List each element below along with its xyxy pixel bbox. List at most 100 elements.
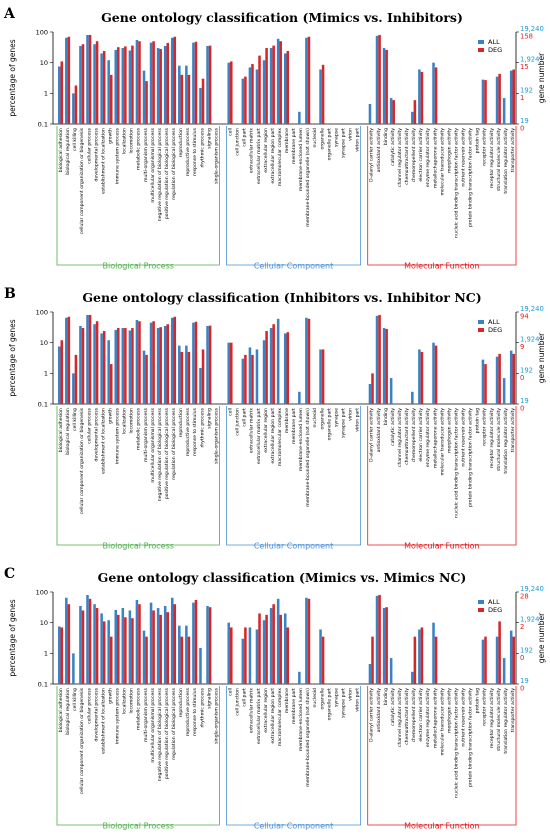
y-tick-label-right-deg: 0 (520, 125, 524, 133)
bar-all-mf-6 (411, 391, 414, 404)
category-label: localization (122, 408, 128, 434)
bar-all-cc-5 (262, 340, 266, 404)
bar-deg-bp-16 (173, 316, 177, 404)
category-label: immune system process (115, 687, 121, 744)
bar-deg-bp-4 (88, 314, 92, 404)
y-tick-label-right-all: 19,240 (520, 585, 544, 593)
category-label: protein tag (475, 408, 481, 433)
y-tick-label-right-deg: 9 (520, 343, 524, 351)
category-label: antioxidant activity (376, 408, 382, 453)
legend-swatch-deg (478, 48, 484, 52)
category-label: chemorepellent activity (411, 128, 417, 183)
bar-all-mf-0 (368, 383, 372, 404)
bar-all-mf-2 (382, 608, 386, 684)
group-bracket-cc (226, 406, 362, 546)
bar-deg-cc-7 (279, 41, 282, 125)
category-label: extracellular matrix (249, 408, 255, 453)
y-tick-label-right-all: 1,924 (520, 336, 539, 344)
bar-all-mf-1 (375, 35, 379, 125)
bar-all-cc-6 (269, 328, 273, 404)
category-label: chemoattractant activity (404, 408, 410, 465)
bar-all-bp-11 (135, 599, 139, 684)
y-tick-label-right-deg: 2 (520, 623, 524, 631)
category-label: immune system process (115, 127, 121, 184)
bar-deg-bp-17 (180, 351, 184, 404)
category-label: biological adhesion (58, 408, 64, 452)
category-label: biological regulation (65, 688, 71, 735)
bar-deg-mf-1 (378, 594, 381, 684)
bar-deg-cc-8 (286, 51, 290, 125)
bar-all-cc-7 (276, 38, 280, 124)
category-label: extracellular region (263, 688, 269, 733)
category-label: rhythmic process (199, 127, 205, 167)
bar-all-cc-8 (283, 333, 287, 404)
category-label: chemorepellent activity (411, 688, 417, 743)
bar-deg-bp-16 (173, 36, 177, 124)
bar-deg-bp-11 (138, 41, 141, 125)
bar-deg-cc-7 (279, 614, 282, 684)
category-label: extracellular region part (270, 128, 276, 184)
category-label: organelle part (326, 408, 332, 441)
category-label: single-organism process (213, 127, 219, 183)
category-label: translation regulator activity (503, 408, 509, 474)
category-label: protein tag (475, 128, 481, 153)
bar-all-cc-11 (305, 317, 308, 404)
bar-all-bp-17 (178, 65, 181, 124)
y-tick-label-left: 0.1 (38, 400, 48, 408)
bar-deg-bp-21 (208, 325, 212, 404)
bar-all-bp-3 (79, 605, 82, 684)
y-tick-label-right-deg: 0 (520, 374, 524, 382)
y-tick-label-right-all: 19 (520, 677, 529, 685)
bar-all-cc-10 (298, 111, 301, 124)
bar-deg-cc-0 (230, 627, 233, 684)
bar-deg-mf-1 (378, 34, 381, 124)
category-label: localization (122, 688, 128, 714)
category-label: growth (107, 408, 113, 424)
category-label: morphogen activity (446, 128, 452, 173)
bar-all-mf-9 (432, 622, 435, 684)
category-label: signaling (206, 688, 212, 709)
category-label: membrane-bounded organelle (not shown) (305, 688, 311, 787)
category-label: regulation of biological process (171, 127, 177, 199)
bar-deg-bp-5 (95, 321, 99, 404)
category-label: nucleoid (312, 688, 318, 708)
bar-all-cc-13 (319, 69, 322, 124)
bar-deg-mf-9 (434, 636, 438, 684)
bar-all-bp-8 (114, 329, 118, 404)
y-tick-label-left: 10 (40, 59, 48, 67)
category-label: immune system process (115, 407, 121, 464)
bar-all-bp-19 (192, 602, 195, 684)
category-label: receptor regulator activity (489, 408, 495, 469)
category-label: reproduction (178, 128, 184, 157)
bar-deg-bp-16 (173, 604, 177, 684)
category-label: synapse part (340, 408, 346, 438)
chart-title: Gene ontology classification (Mimics vs.… (101, 10, 463, 25)
category-label: cellular process (86, 127, 92, 164)
legend-label-all: ALL (488, 318, 500, 326)
legend-label-deg: DEG (488, 606, 502, 614)
category-label: chemorepellent activity (411, 408, 417, 463)
bar-all-cc-2 (241, 78, 245, 124)
bar-all-bp-5 (93, 324, 96, 404)
legend-label-deg: DEG (488, 326, 502, 334)
bar-deg-mf-18 (498, 353, 501, 404)
y-tick-label-right-all: 19,240 (520, 305, 544, 313)
category-label: receptor activity (482, 688, 488, 726)
chart-title: Gene ontology classification (Inhibitors… (82, 290, 481, 305)
bar-all-bp-4 (86, 594, 89, 684)
group-label-cc: Cellular Component (254, 822, 333, 831)
legend-label-all: ALL (488, 598, 500, 606)
category-label: antioxidant activity (376, 688, 382, 733)
bar-all-bp-20 (199, 87, 202, 124)
group-label-cc: Cellular Component (254, 542, 333, 551)
bar-deg-cc-11 (307, 36, 311, 124)
bar-deg-cc-2 (244, 76, 247, 124)
panel-c: C Gene ontology classification (Mimics vs… (4, 566, 546, 831)
category-label: macromolecular complex (277, 128, 283, 186)
category-label: cellular process (86, 687, 92, 724)
bar-deg-bp-9 (124, 46, 127, 124)
bar-deg-bp-6 (102, 51, 106, 125)
bar-all-bp-0 (57, 626, 61, 684)
y-tick-label-right-all: 1,924 (520, 616, 539, 624)
